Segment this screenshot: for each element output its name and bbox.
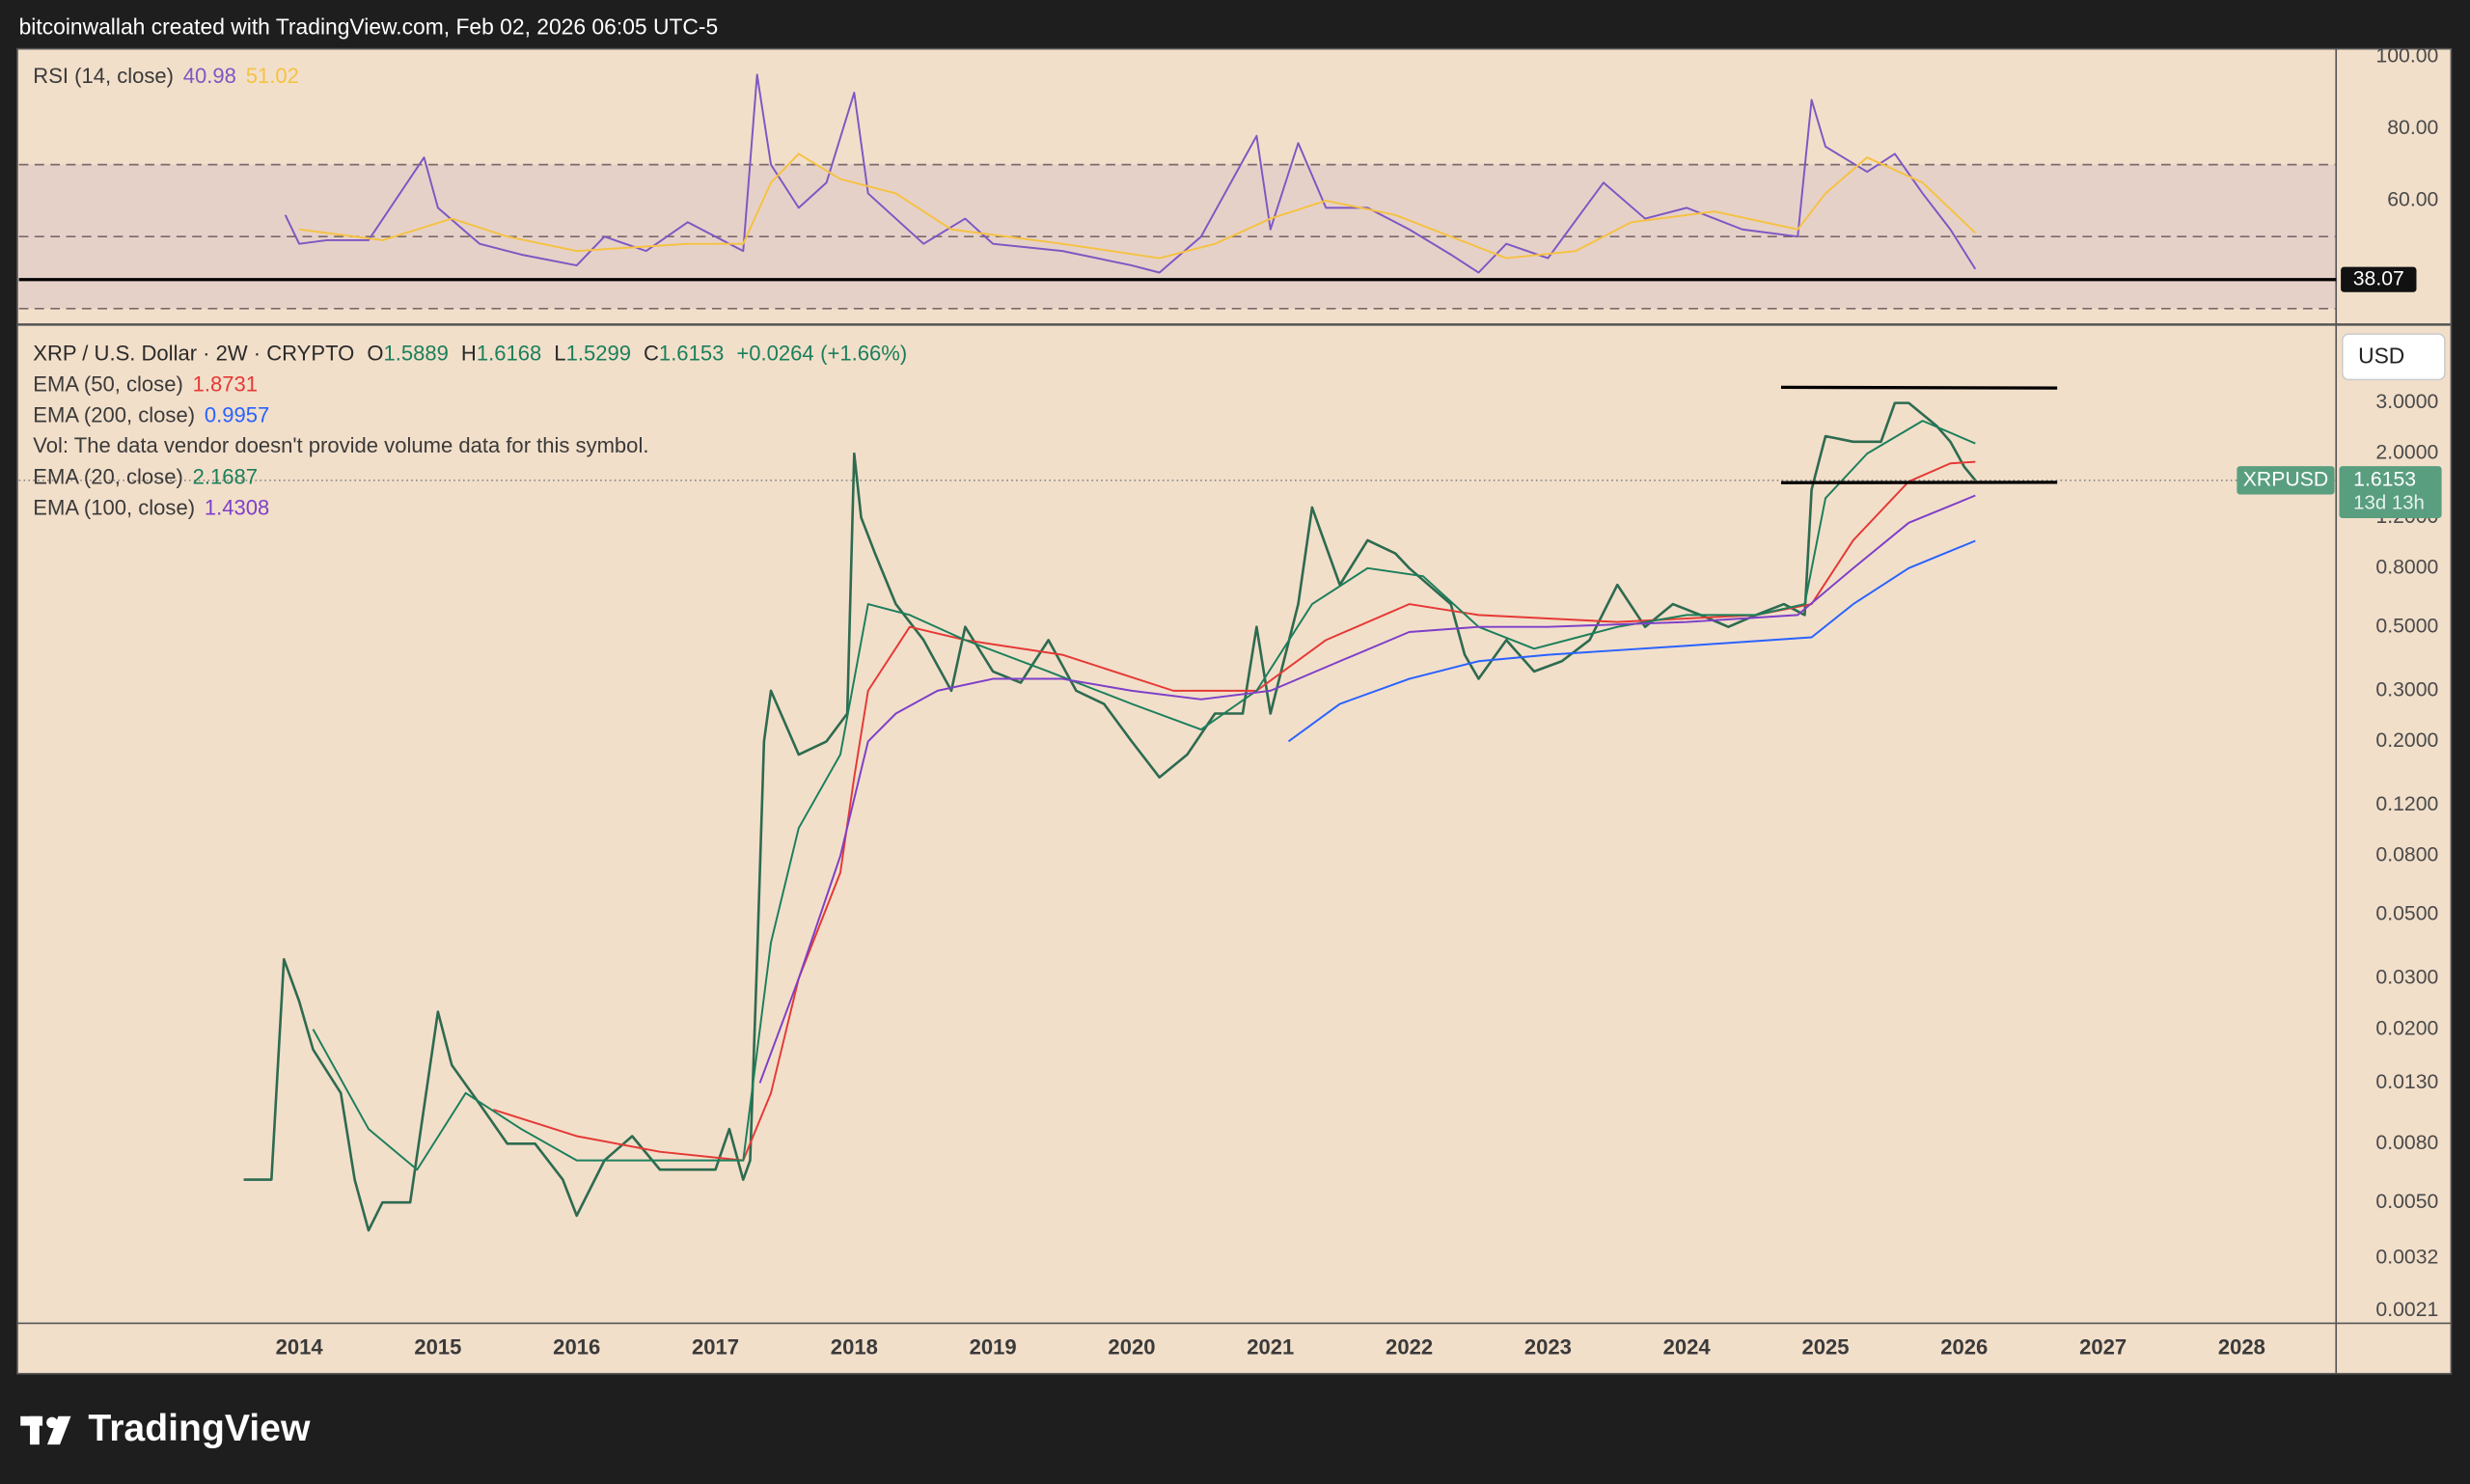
x-tick-label: 2017 [692,1334,739,1359]
ema-legend: EMA (20, close) 2.1687 [33,464,258,488]
ema-line [1287,539,1976,743]
chart-frame [16,47,2453,1375]
x-tick-label: 2016 [553,1334,600,1359]
ema-name: EMA (200, close) [33,402,195,426]
ohlc-value: 1.5889 [383,341,448,365]
logo-text: TradingView [88,1408,311,1449]
rsi-tick-label: 100.00 [2375,44,2438,67]
ema-line [758,494,1976,1084]
symbol-tag [2237,466,2335,495]
rsi-line [284,73,1977,274]
ema-value: 1.8731 [193,371,258,396]
price-tick-label: 0.0021 [2375,1299,2438,1321]
rsi-ma-line [298,152,1976,260]
ema-legend: EMA (100, close) 1.4308 [33,495,269,519]
logo: TradingView [20,1408,311,1449]
x-tick-label: 2028 [2218,1334,2265,1359]
chart-layer: 100.00 80.00 60.00 38.07 RSI (14, close) 40.9… [18,44,2446,1359]
x-tick-label: 2025 [1801,1334,1849,1359]
change-percent: (+1.66%) [820,341,907,365]
price-legend: XRP / U.S. Dollar · 2W · CRYPTO O1.5889 H1… [33,341,907,365]
rsi-title: RSI (14, close) [33,64,174,88]
x-tick-label: 2015 [414,1334,461,1359]
x-tick-label: 2027 [2079,1334,2127,1359]
currency-label: USD [2358,344,2404,369]
rsi-value: 40.98 [183,64,236,88]
price-tick-label: 0.3000 [2375,678,2438,701]
x-tick-label: 2024 [1663,1334,1712,1359]
price-tick-label: 0.0080 [2375,1132,2438,1154]
price-tick-label: 3.0000 [2375,391,2438,413]
currency-button[interactable] [2341,333,2446,381]
price-tick-label: 0.5000 [2375,615,2438,637]
price-tick-label: 0.0130 [2375,1071,2438,1093]
ohlc-value: 1.6153 [659,341,724,365]
price-tick-label: 0.1200 [2375,793,2438,815]
x-tick-label: 2023 [1524,1334,1572,1359]
price-tick-label: 0.0050 [2375,1191,2438,1213]
x-tick-label: 2021 [1247,1334,1294,1359]
ema-line [493,460,1976,1162]
header: bitcoinwallah created with TradingView.c… [19,14,719,39]
ema-name: EMA (50, close) [33,371,183,396]
symbol-label: XRPUSD [2243,468,2328,490]
ema-line [312,420,1976,1171]
price-tick-label: 0.0500 [2375,903,2438,925]
price-tick-label: 0.0800 [2375,844,2438,866]
logo-icon [46,1415,71,1445]
ohlc-label: H [461,341,477,365]
ohlc-value: 1.6168 [477,341,541,365]
price-tag-value: 1.6153 [2353,468,2416,490]
ema-value: 2.1687 [193,464,258,488]
ohlc-label: O [367,341,383,365]
ema-legend: EMA (200, close) 0.9957 [33,402,269,426]
ema-name: EMA (20, close) [33,464,183,488]
rsi-tick-label: 60.00 [2387,189,2438,211]
ema-value: 1.4308 [205,495,269,519]
price-tag [2339,466,2442,518]
rsi-legend: RSI (14, close) 40.98 51.02 [33,64,299,88]
change: +0.0264 [736,341,813,365]
price-tick-label: 2.0000 [2375,442,2438,464]
price-tick-label: 0.8000 [2375,556,2438,578]
x-tick-label: 2020 [1108,1334,1155,1359]
x-tick-label: 2018 [831,1334,878,1359]
rsi-hline-tag [2341,266,2417,292]
rsi-tick-label: 80.00 [2387,117,2438,139]
price-tick-label: 0.0300 [2375,967,2438,989]
ohlc-label: C [644,341,659,365]
volume-note: Vol: The data vendor doesn't provide vol… [33,433,648,457]
x-tick-label: 2022 [1386,1334,1433,1359]
trendline [1780,385,2058,390]
rsi-hline-label: 38.07 [2353,267,2404,289]
price-tick-label: 0.0032 [2375,1247,2438,1269]
x-tick-label: 2026 [1940,1334,1988,1359]
logo-icon [30,1415,40,1445]
price-tick-label: 0.2000 [2375,729,2438,752]
ema-legend: EMA (50, close) 1.8731 [33,371,258,396]
ohlc-value: 1.5299 [566,341,631,365]
logo-icon [46,1416,58,1429]
ema-name: EMA (100, close) [33,495,195,519]
x-tick-label: 2019 [970,1334,1017,1359]
ema-value: 0.9957 [205,402,269,426]
ohlc-label: L [554,341,565,365]
x-tick-label: 2014 [276,1334,324,1359]
price-tick-label: 0.0200 [2375,1017,2438,1039]
symbol-title: XRP / U.S. Dollar · 2W · CRYPTO [33,341,354,365]
rsi-ma-value: 51.02 [246,64,299,88]
price-line [243,401,1977,1232]
countdown: 13d 13h [2353,493,2425,514]
